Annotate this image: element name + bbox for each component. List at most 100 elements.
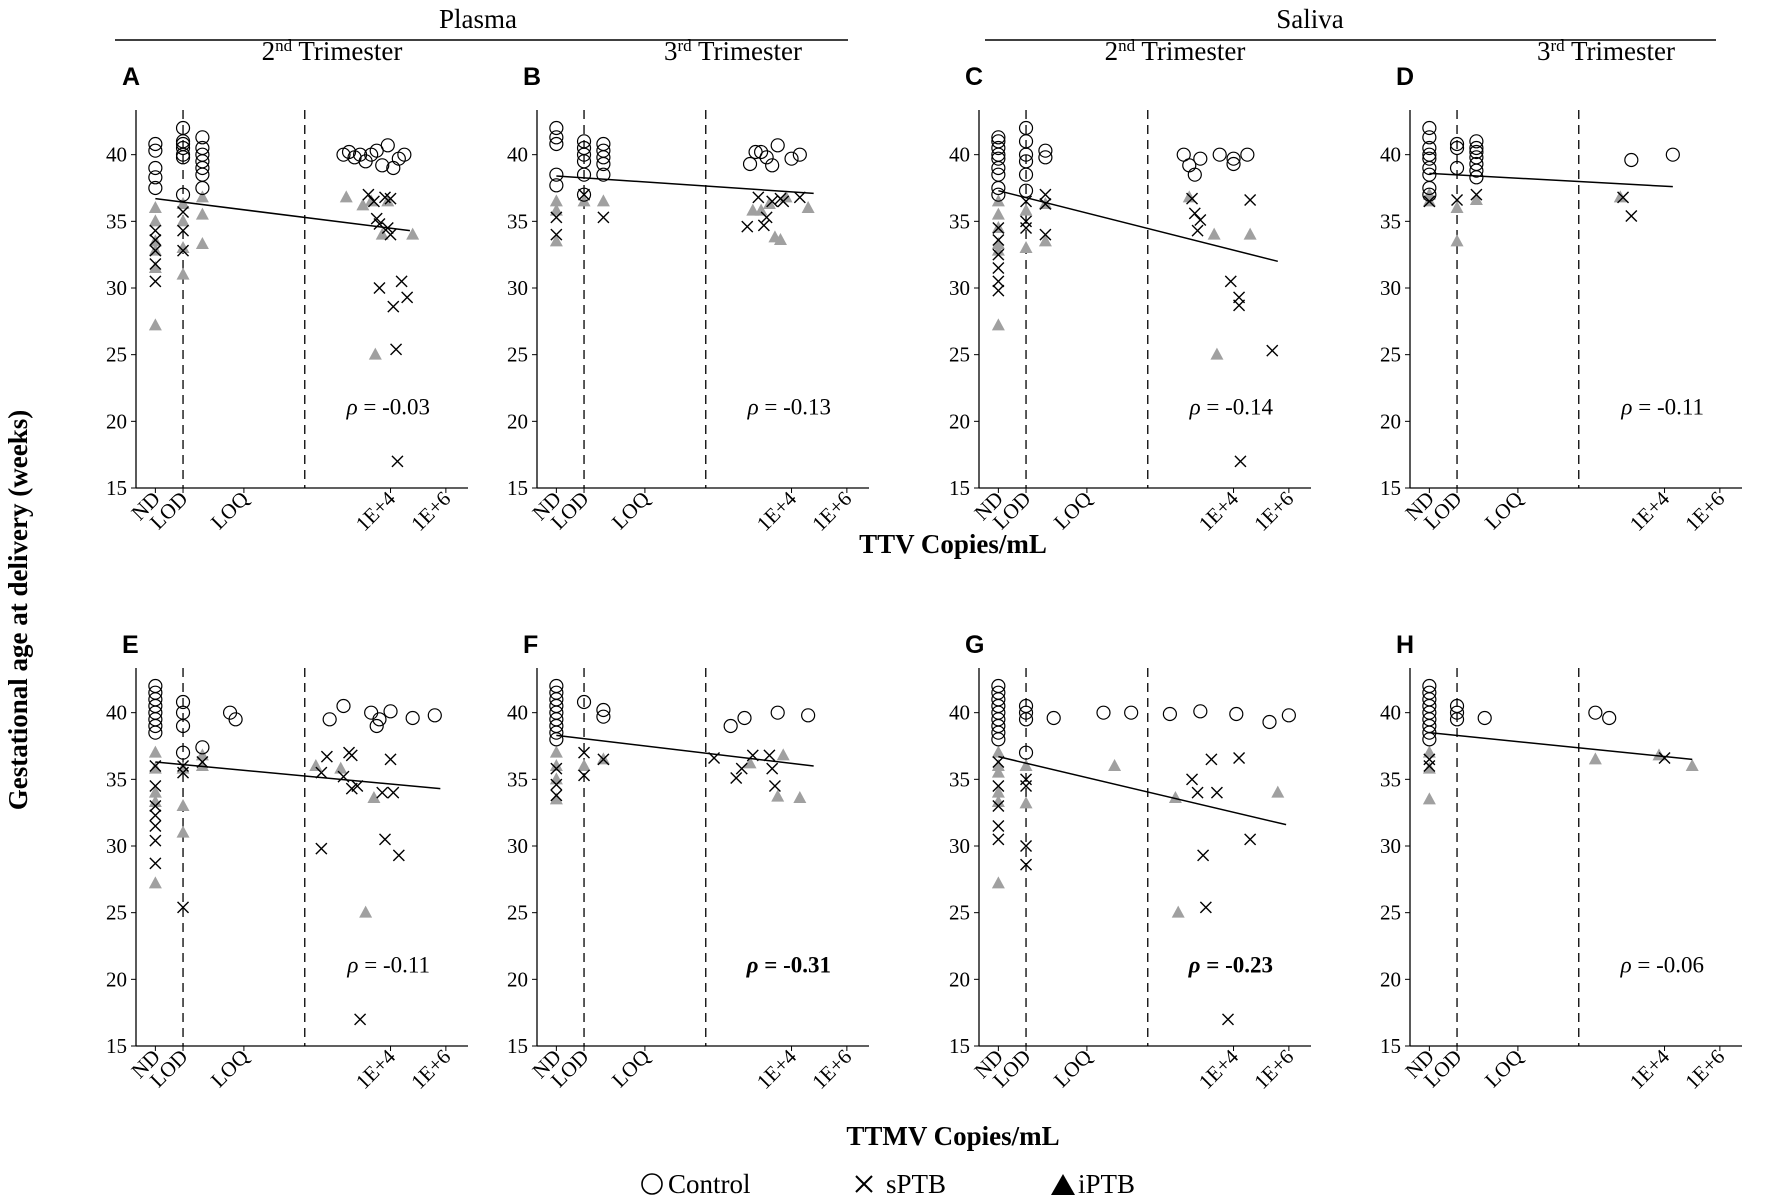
- sptb-point: [730, 772, 743, 784]
- control-point: [1226, 156, 1241, 172]
- control-point: [991, 180, 1006, 196]
- y-tick-label: 30: [1380, 276, 1401, 300]
- control-point: [405, 710, 420, 726]
- iptb-point: [991, 243, 1005, 256]
- iptb-point: [549, 745, 563, 758]
- control-point: [1162, 706, 1178, 722]
- control-point: [792, 147, 807, 162]
- y-tick-label: 25: [507, 901, 528, 925]
- x-tick-label: 1E+4: [351, 1044, 401, 1094]
- iptb-point: [577, 194, 591, 207]
- y-tick-label: 25: [507, 343, 528, 367]
- legend-iptb-label: iPTB: [1078, 1169, 1135, 1199]
- iptb-point: [1450, 234, 1464, 247]
- control-point: [991, 140, 1006, 156]
- control-point: [1477, 710, 1492, 726]
- sptb-point: [578, 769, 591, 782]
- sptb-point: [149, 275, 162, 288]
- control-point: [991, 732, 1006, 747]
- sptb-point: [768, 780, 781, 792]
- y-tick-label: 35: [507, 767, 528, 791]
- sptb-point: [597, 211, 610, 224]
- sptb-point: [1188, 207, 1201, 220]
- trend-line: [556, 175, 814, 195]
- control-point: [148, 718, 163, 734]
- sptb-point: [578, 188, 591, 201]
- iptb-point: [991, 759, 1005, 771]
- control-point: [1281, 708, 1296, 723]
- y-tick-label: 25: [106, 343, 127, 367]
- sptb-point: [149, 234, 162, 246]
- x-tick-label: 1E+4: [1194, 1044, 1244, 1094]
- control-point: [1469, 170, 1484, 185]
- control-point: [1193, 151, 1208, 166]
- y-tick-label: 30: [507, 276, 528, 300]
- sptb-point: [735, 762, 748, 775]
- rho-annotation: ρ = -0.14: [1189, 395, 1274, 420]
- control-point: [1018, 147, 1034, 162]
- sptb-point: [351, 780, 364, 792]
- legend-control-marker: [641, 1173, 663, 1195]
- control-point: [427, 708, 442, 723]
- sptb-point: [1020, 222, 1033, 234]
- x-tick-label: LOQ: [607, 1045, 654, 1092]
- control-point: [1038, 150, 1053, 165]
- control-point: [341, 144, 357, 160]
- sptb-point: [373, 282, 386, 294]
- iptb-point: [148, 876, 162, 889]
- control-point: [549, 725, 564, 740]
- y-tick-label: 25: [949, 901, 970, 925]
- control-point: [753, 144, 769, 160]
- y-tick-label: 40: [106, 143, 127, 167]
- sptb-point: [1617, 191, 1630, 204]
- y-tick-label: 25: [1380, 343, 1401, 367]
- iptb-point: [549, 234, 563, 247]
- sptb-point: [392, 849, 405, 862]
- sptb-point: [177, 244, 190, 257]
- control-point: [1038, 143, 1053, 158]
- iptb-point: [1422, 187, 1436, 200]
- x-tick-label: 1E+4: [752, 486, 802, 536]
- iptb-point: [176, 197, 190, 209]
- control-point: [596, 709, 611, 724]
- iptb-point: [743, 756, 757, 769]
- sptb-point: [384, 228, 397, 241]
- control-point: [1449, 712, 1465, 727]
- x-tick-label: LOQ: [206, 487, 253, 534]
- sptb-point: [149, 224, 162, 237]
- sptb-point: [1625, 210, 1638, 222]
- control-point: [784, 151, 799, 166]
- sptb-point: [992, 800, 1005, 812]
- y-tick-label: 35: [1380, 209, 1401, 233]
- sptb-point: [379, 833, 391, 846]
- sptb-point: [387, 786, 400, 799]
- iptb-point: [991, 207, 1005, 220]
- iptb-point: [779, 190, 793, 203]
- sptb-point: [741, 220, 754, 233]
- x-tick-label: 1E+6: [1680, 487, 1729, 536]
- sptb-point: [752, 191, 765, 204]
- sptb-point: [550, 789, 563, 802]
- iptb-point: [1613, 190, 1627, 203]
- control-point: [1240, 147, 1255, 162]
- control-point: [1422, 151, 1437, 166]
- iptb-point: [359, 905, 373, 918]
- control-point: [397, 147, 412, 162]
- control-point: [991, 130, 1006, 145]
- iptb-point: [776, 748, 790, 761]
- legend-sptb-label: sPTB: [886, 1169, 946, 1199]
- iptb-point: [148, 785, 162, 798]
- control-point: [1469, 140, 1484, 156]
- control-point: [723, 718, 738, 734]
- sptb-point: [1233, 752, 1246, 764]
- panel-letter: G: [965, 631, 984, 659]
- control-point: [1046, 710, 1061, 726]
- panel-letter: B: [523, 63, 541, 91]
- sptb-point: [354, 1013, 367, 1026]
- control-point: [742, 156, 758, 172]
- iptb-point: [176, 761, 190, 774]
- control-point: [369, 718, 384, 734]
- control-point: [576, 694, 592, 710]
- control-point: [195, 740, 210, 755]
